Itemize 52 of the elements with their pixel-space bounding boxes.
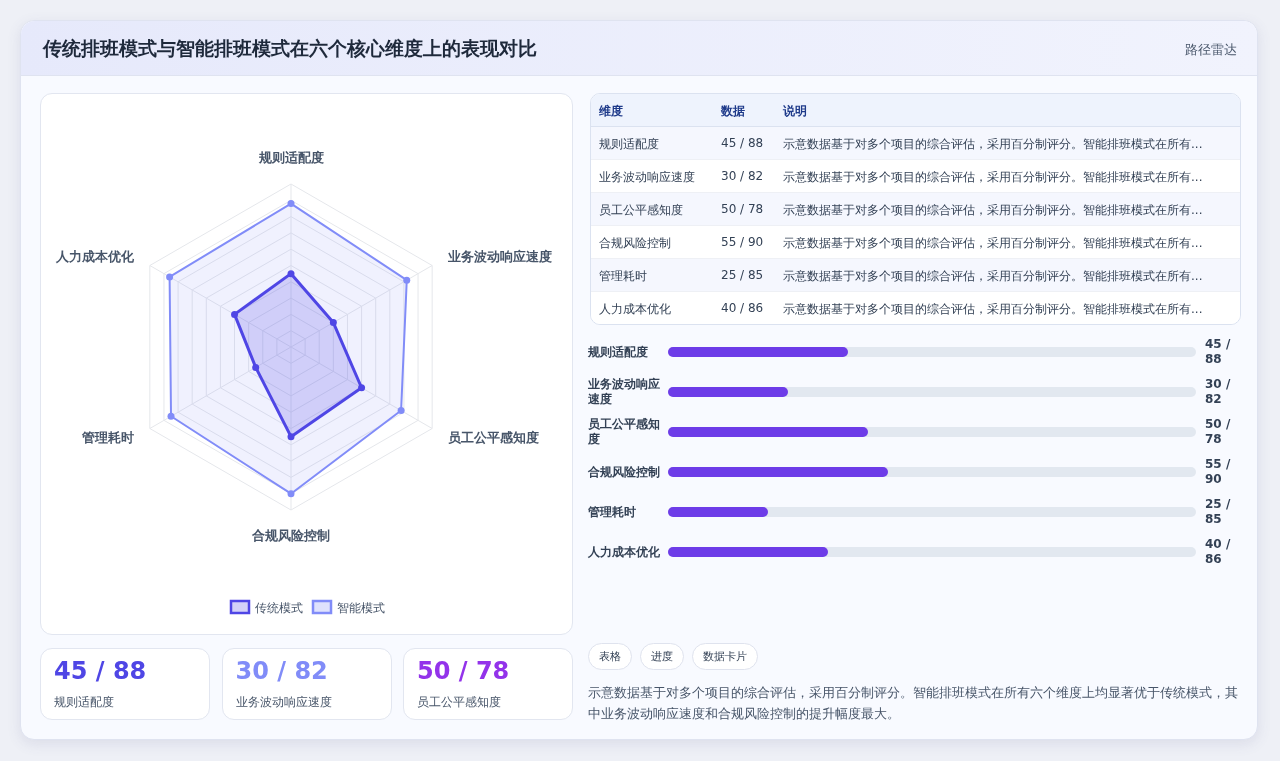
text: 示意数据基于对多个项目的综合评估，采用百分制评分。智能排班模式在所有...	[783, 202, 1203, 219]
spoke-label: 业务波动响应速度	[446, 248, 552, 264]
text: 45 / 88	[721, 136, 764, 150]
legend-label: 智能模式	[337, 601, 385, 615]
text: 25 / 85	[721, 268, 764, 282]
category-label: 数据	[721, 103, 745, 120]
text: 40 / 86	[721, 301, 764, 315]
spoke-label: 合规风险控制	[251, 528, 330, 543]
bar	[668, 507, 768, 517]
data-label: 50 / 78	[1205, 417, 1232, 447]
spoke-label: 员工公平感知度	[447, 429, 539, 445]
chart-title: 传统排班模式与智能排班模式在六个核心维度上的表现对比	[43, 36, 537, 61]
text: 30 / 82	[235, 657, 328, 685]
text: 示意数据基于对多个项目的综合评估，采用百分制评分。智能排班模式在所有...	[783, 235, 1203, 252]
spoke-label: 规则适配度	[257, 150, 324, 165]
spoke-label: 管理耗时	[81, 429, 135, 445]
data-label: 45 / 88	[1205, 337, 1232, 367]
text: 示意数据基于对多个项目的综合评估，采用百分制评分。智能排班模式在所有...	[783, 169, 1203, 186]
y-tick-label: 规则适配度	[588, 343, 649, 361]
y-tick-label: 业务波动响应速度	[588, 377, 661, 407]
text: 规则适配度	[54, 694, 114, 711]
category-label: 维度	[599, 103, 623, 120]
data-label: 40 / 86	[1205, 537, 1232, 567]
text: 示意数据基于对多个项目的综合评估，采用百分制评分。智能排班模式在所有六个维度上均显著优于传统模式，其中业务波动响应速度和合规风险控制的提升幅度最大。	[588, 684, 1239, 723]
bar	[668, 547, 828, 557]
text: 示意数据基于对多个项目的综合评估，采用百分制评分。智能排班模式在所有...	[783, 136, 1203, 153]
text: 30 / 82	[721, 169, 764, 183]
y-tick-label: 员工公平感知度	[588, 417, 661, 447]
text: 业务波动响应速度	[599, 169, 695, 186]
legend-label: 传统模式	[255, 601, 303, 615]
spoke-label: 人力成本优化	[55, 248, 136, 264]
data-label: 55 / 90	[1205, 457, 1232, 487]
category-label: 说明	[783, 103, 807, 120]
text: 员工公平感知度	[599, 202, 683, 219]
y-tick-label: 人力成本优化	[588, 543, 661, 561]
y-tick-label: 管理耗时	[588, 503, 637, 521]
text: 进度	[640, 643, 684, 670]
text: 表格	[588, 643, 632, 670]
text: 55 / 90	[721, 235, 764, 249]
text: 员工公平感知度	[417, 694, 501, 711]
text: 示意数据基于对多个项目的综合评估，采用百分制评分。智能排班模式在所有...	[783, 301, 1203, 318]
data-label: 30 / 82	[1205, 377, 1232, 407]
text: 示意数据基于对多个项目的综合评估，采用百分制评分。智能排班模式在所有...	[783, 268, 1203, 285]
text: 数据卡片	[692, 643, 758, 670]
text: 50 / 78	[721, 202, 764, 216]
bar	[668, 387, 788, 397]
y-tick-label: 合规风险控制	[588, 463, 661, 481]
text: 业务波动响应速度	[235, 694, 332, 711]
text: 50 / 78	[417, 657, 510, 685]
data-label: 25 / 85	[1205, 497, 1232, 527]
text: 路径雷达	[1185, 41, 1237, 59]
text: 45 / 88	[54, 657, 147, 685]
